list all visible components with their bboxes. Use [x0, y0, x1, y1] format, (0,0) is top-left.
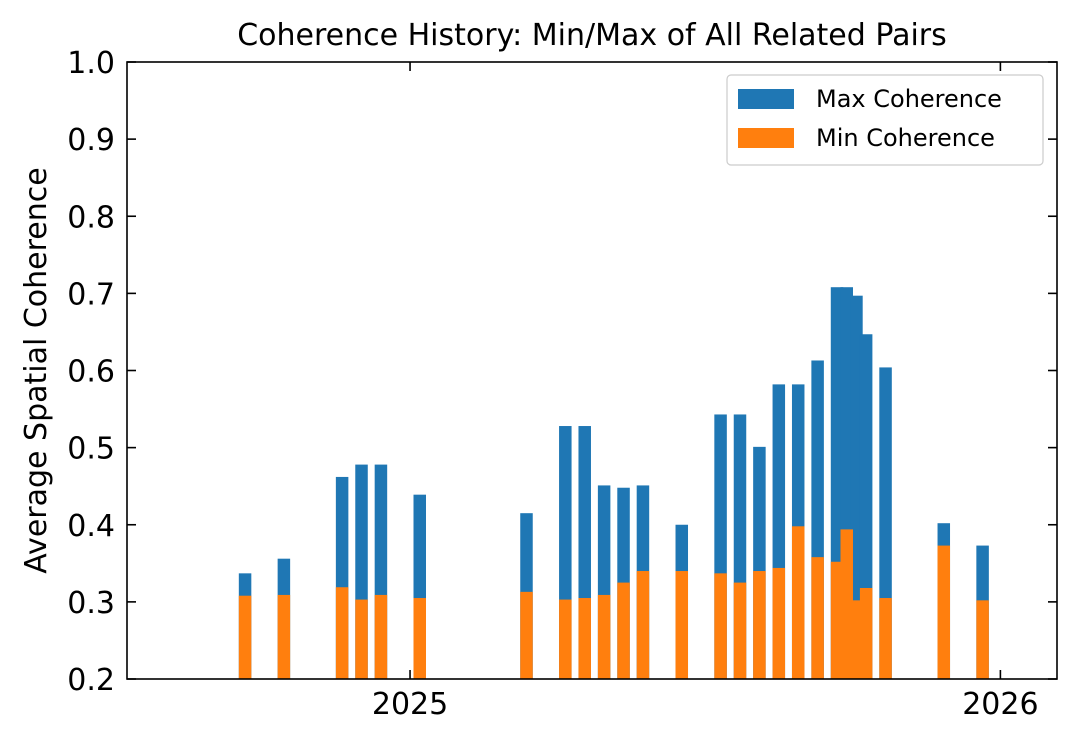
bars-layer	[238, 287, 989, 679]
y-tick-label: 0.4	[67, 509, 115, 544]
min-coherence-bar	[753, 571, 766, 679]
min-coherence-bar	[277, 594, 291, 679]
y-tick-label: 0.6	[67, 355, 115, 390]
legend-label: Max Coherence	[816, 85, 1002, 113]
min-coherence-bar	[976, 600, 989, 679]
y-tick-label: 0.7	[67, 277, 115, 312]
y-tick-label: 0.5	[67, 432, 115, 467]
min-coherence-bar	[413, 598, 426, 679]
x-tick-label: 2026	[962, 687, 1038, 722]
legend: Max Coherence Min Coherence	[726, 74, 1044, 166]
min-coherence-bar	[879, 598, 892, 679]
axes-layer: 0.2 0.3 0.4 0.5 0.6 0.7 0.8 0.9 1.0 2025 2026	[67, 46, 1058, 722]
min-coherence-bar	[840, 529, 853, 679]
legend-label: Min Coherence	[816, 124, 995, 152]
min-coherence-bar	[714, 573, 727, 679]
min-coherence-bar	[617, 582, 630, 679]
max-coherence-bar	[850, 295, 863, 679]
min-coherence-bar	[850, 600, 863, 679]
min-coherence-bar	[772, 567, 786, 679]
min-coherence-bar	[811, 557, 824, 679]
legend-swatch	[738, 128, 794, 148]
min-coherence-bar	[355, 599, 368, 679]
min-coherence-bar	[597, 594, 611, 679]
y-tick-label: 1.0	[67, 46, 115, 81]
min-coherence-bar	[636, 571, 650, 679]
min-coherence-bar	[374, 594, 388, 679]
min-coherence-bar	[791, 526, 805, 679]
min-coherence-bar	[859, 587, 873, 679]
y-tick-label: 0.3	[67, 586, 115, 621]
min-coherence-bar	[238, 595, 252, 679]
min-coherence-bar	[830, 561, 844, 679]
min-coherence-bar	[937, 545, 951, 679]
min-coherence-bar	[675, 571, 689, 679]
min-coherence-bar	[335, 587, 349, 679]
y-axis-label: Average Spatial Coherence	[19, 167, 54, 573]
y-tick-label: 0.8	[67, 200, 115, 235]
x-tick-label: 2025	[372, 687, 448, 722]
chart-title: Coherence History: Min/Max of All Relate…	[237, 18, 947, 53]
y-tick-label: 0.9	[67, 123, 115, 158]
min-coherence-bar	[520, 591, 533, 679]
y-tick-label: 0.2	[67, 663, 115, 698]
min-coherence-bar	[578, 598, 591, 679]
legend-swatch	[738, 89, 794, 109]
min-coherence-bar	[733, 582, 747, 679]
min-coherence-bar	[559, 599, 572, 679]
legend-box	[726, 74, 1044, 166]
